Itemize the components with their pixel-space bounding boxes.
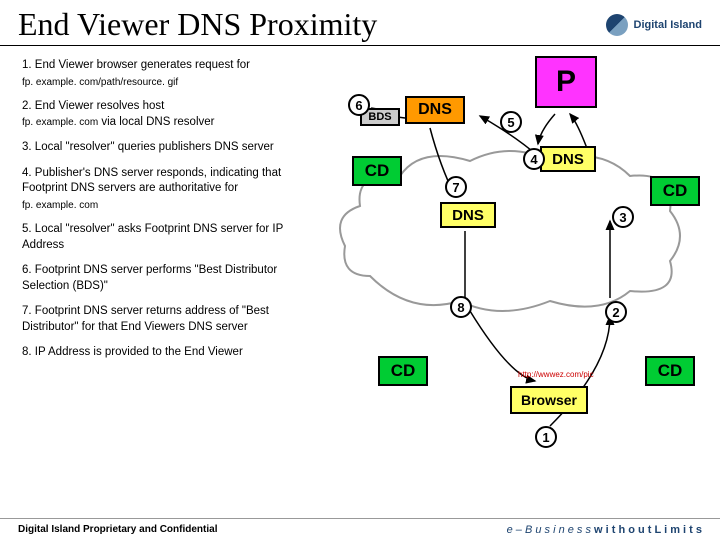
step-marker-4: 4 bbox=[523, 148, 545, 170]
box-cd4: CD bbox=[645, 356, 695, 386]
footer-right: e – B u s i n e s s w i t h o u t L i m … bbox=[507, 524, 702, 536]
footer: Digital Island Proprietary and Confident… bbox=[0, 518, 720, 540]
steps-list: 1. End Viewer browser generates request … bbox=[0, 46, 310, 501]
step: 2. End Viewer resolves hostfp. example. … bbox=[22, 99, 300, 130]
step: 8. IP Address is provided to the End Vie… bbox=[22, 345, 300, 361]
step: 5. Local "resolver" asks Footprint DNS s… bbox=[22, 222, 300, 253]
step-marker-3: 3 bbox=[612, 206, 634, 228]
footer-left: Digital Island Proprietary and Confident… bbox=[18, 524, 217, 535]
box-p: P bbox=[535, 56, 597, 108]
box-dns2: DNS bbox=[540, 146, 596, 172]
step: 7. Footprint DNS server returns address … bbox=[22, 304, 300, 335]
logo-text: Digital Island bbox=[634, 19, 702, 31]
box-dns1: DNS bbox=[405, 96, 465, 124]
step: 1. End Viewer browser generates request … bbox=[22, 58, 300, 89]
browser-url: http://wwwez.com/pic bbox=[518, 370, 594, 379]
box-cd3: CD bbox=[378, 356, 428, 386]
step: 3. Local "resolver" queries publishers D… bbox=[22, 140, 300, 156]
box-browser: Browser bbox=[510, 386, 588, 414]
box-cd1: CD bbox=[352, 156, 402, 186]
box-dns3: DNS bbox=[440, 202, 496, 228]
page-title: End Viewer DNS Proximity bbox=[18, 6, 377, 43]
step-marker-1: 1 bbox=[535, 426, 557, 448]
step: 6. Footprint DNS server performs "Best D… bbox=[22, 263, 300, 294]
step-marker-6: 6 bbox=[348, 94, 370, 116]
logo: Digital Island bbox=[606, 14, 702, 36]
diagram: http://wwwez.com/pic PDNSBDSDNSCDDNSCDCD… bbox=[310, 46, 720, 501]
logo-icon bbox=[606, 14, 628, 36]
step-marker-7: 7 bbox=[445, 176, 467, 198]
box-cd2: CD bbox=[650, 176, 700, 206]
step-marker-2: 2 bbox=[605, 301, 627, 323]
step: 4. Publisher's DNS server responds, indi… bbox=[22, 166, 300, 213]
step-marker-8: 8 bbox=[450, 296, 472, 318]
step-marker-5: 5 bbox=[500, 111, 522, 133]
header: End Viewer DNS Proximity Digital Island bbox=[0, 0, 720, 46]
content: 1. End Viewer browser generates request … bbox=[0, 46, 720, 501]
